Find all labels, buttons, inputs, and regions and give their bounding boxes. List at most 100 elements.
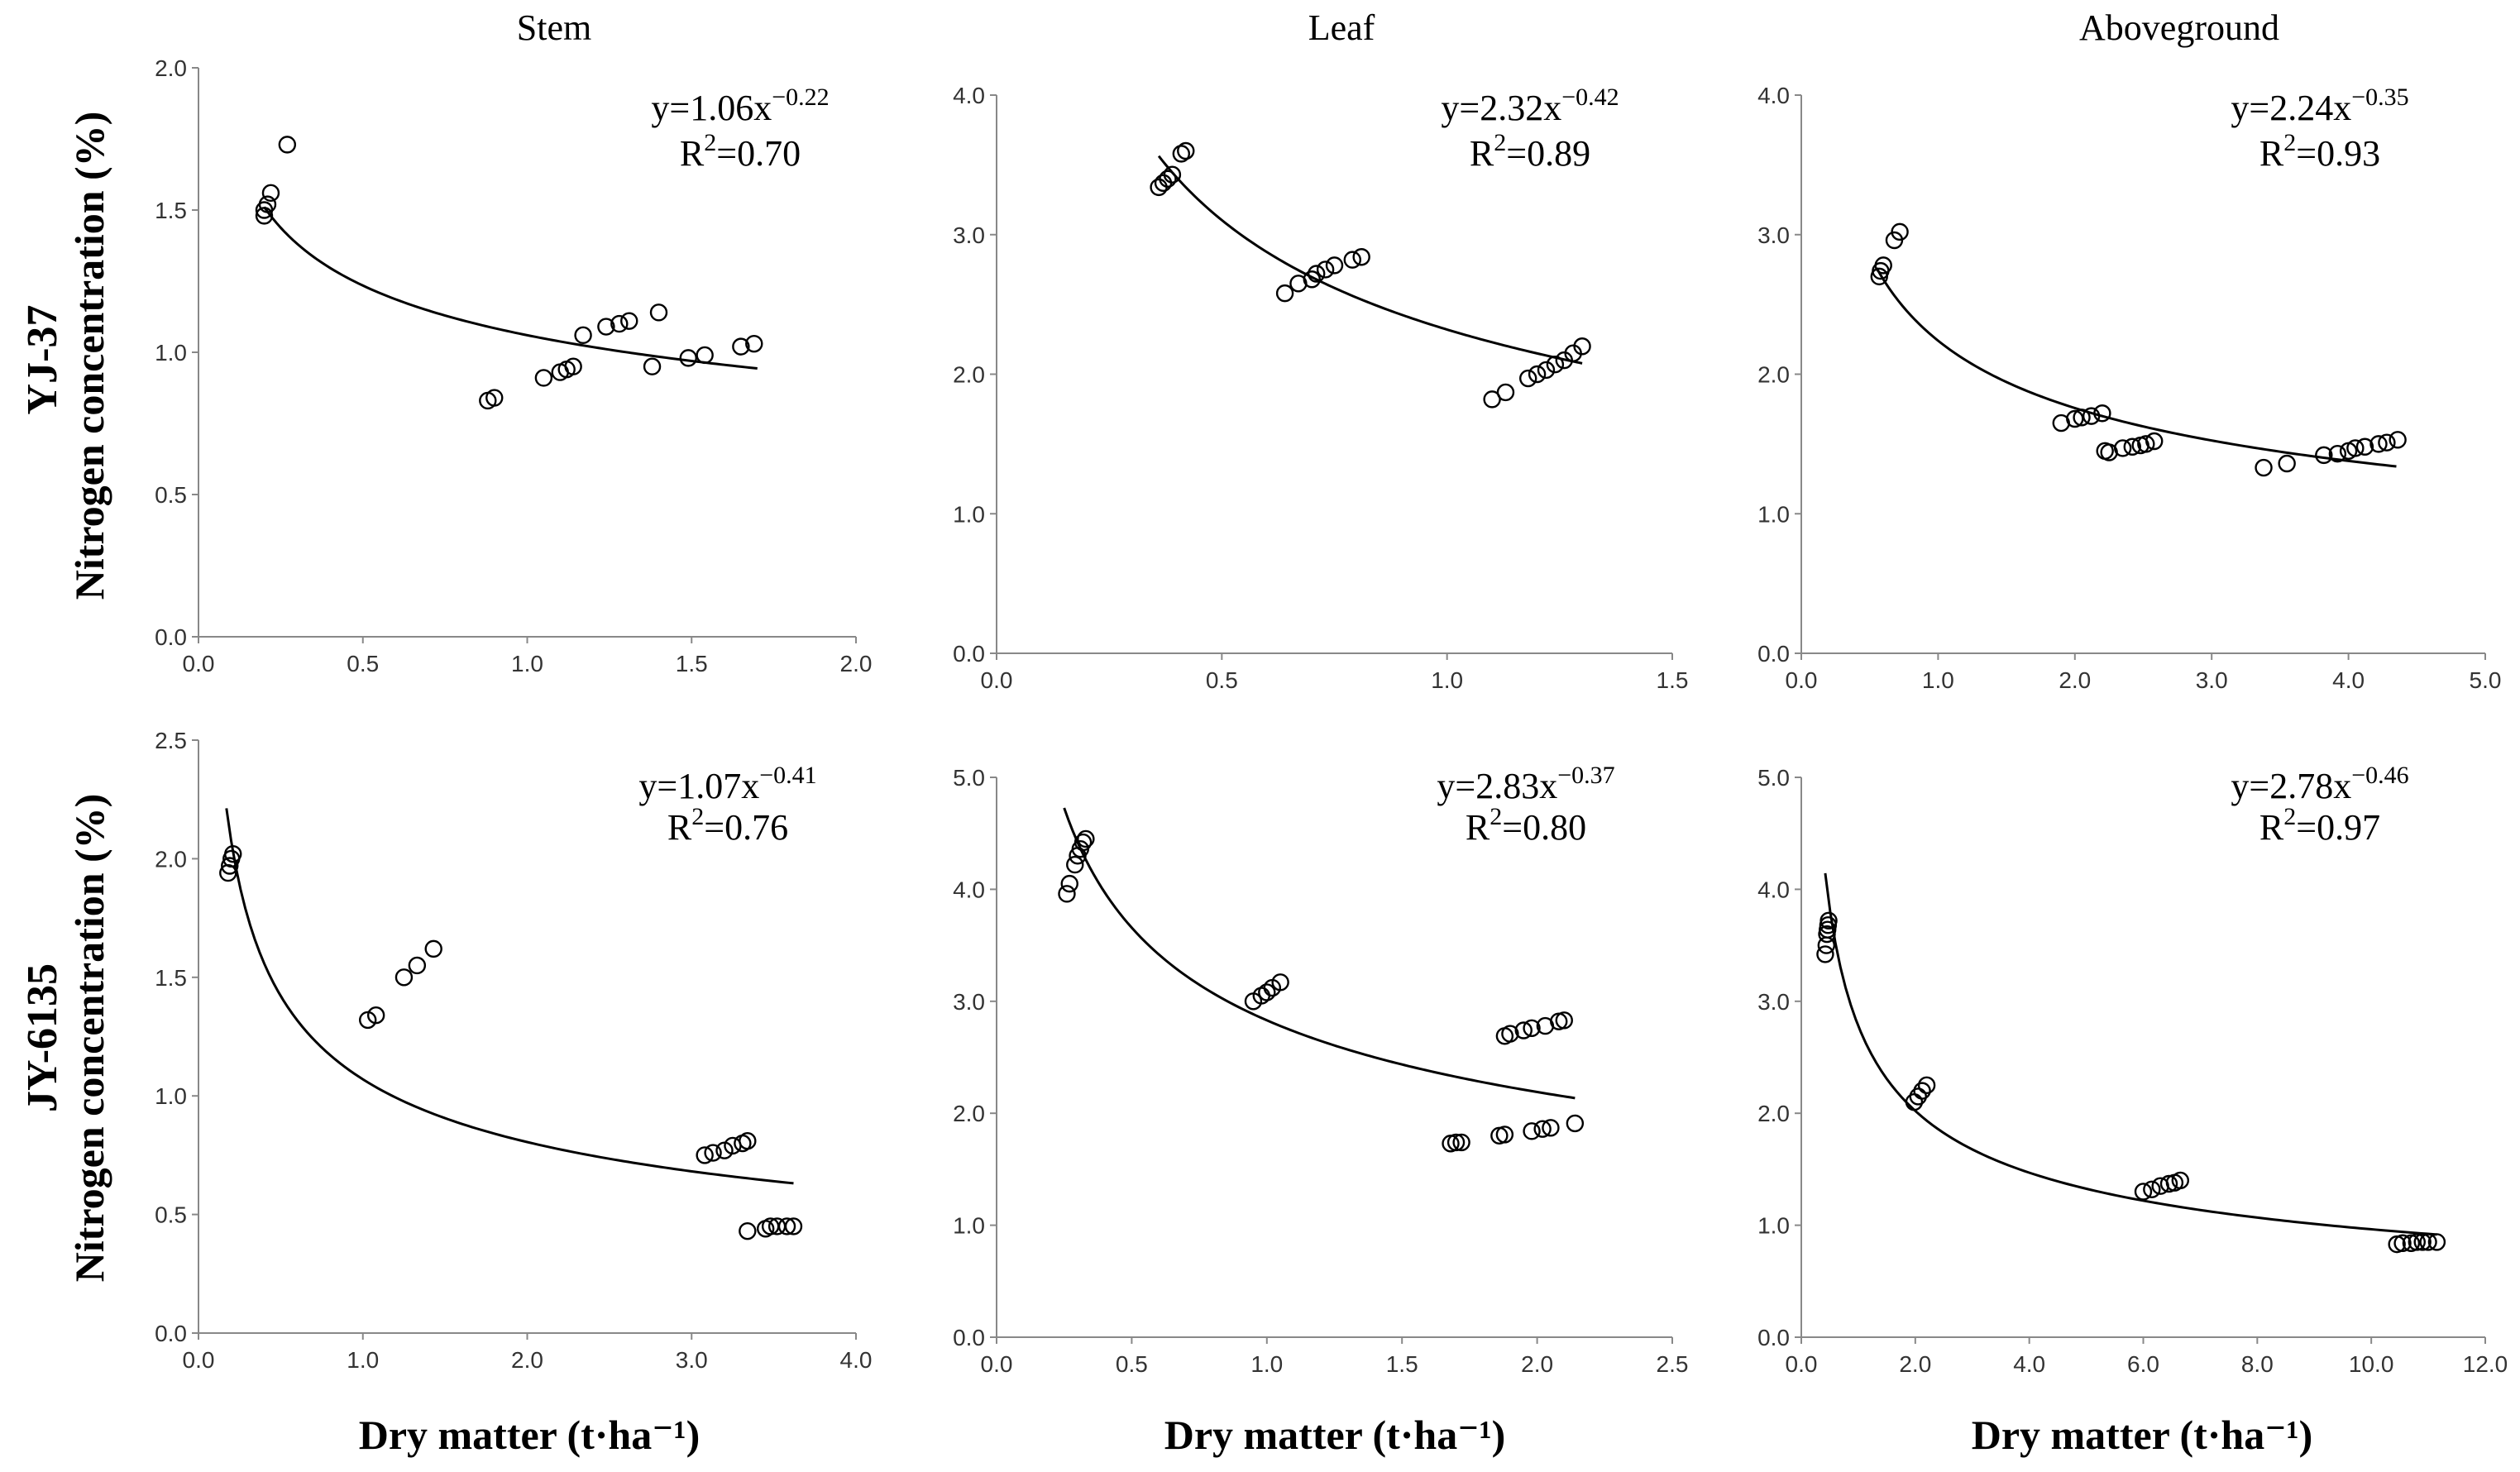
y-tick-label: 1.0 — [1757, 1213, 1790, 1239]
y-tick-label: 2.5 — [155, 728, 187, 753]
data-point — [2134, 1183, 2153, 1201]
data-point — [1874, 256, 1892, 275]
y-tick-label: 3.0 — [953, 989, 985, 1015]
x-tick-label: 3.0 — [2196, 667, 2228, 693]
data-point — [1258, 983, 1276, 1001]
data-point — [1917, 1076, 1936, 1095]
data-point — [2082, 407, 2101, 425]
x-tick-label: 0.0 — [183, 651, 215, 676]
data-point — [2315, 446, 2333, 465]
data-point — [2393, 1234, 2412, 1252]
x-tick-label: 8.0 — [2241, 1351, 2274, 1377]
data-point — [1446, 1133, 1466, 1152]
data-point — [1066, 855, 1084, 874]
y-tick-label: 0.5 — [155, 1202, 187, 1228]
panel-title: Leaf — [1308, 7, 1375, 48]
fit-equation: y=2.78x−0.46 — [2231, 762, 2408, 806]
data-point — [261, 184, 280, 203]
data-point — [1077, 829, 1095, 848]
data-point — [408, 956, 427, 975]
y-tick-label: 1.0 — [953, 501, 985, 527]
data-point — [1555, 1011, 1573, 1030]
data-point — [2066, 409, 2084, 428]
fit-curve — [1875, 267, 2397, 468]
x-tick-label: 0.0 — [183, 1347, 215, 1373]
data-point — [1352, 248, 1370, 266]
data-point — [1537, 361, 1556, 380]
data-point — [485, 389, 504, 407]
data-point — [1514, 1021, 1533, 1039]
fit-equation: y=2.24x−0.35 — [2231, 84, 2408, 128]
y-tick-label: 0.0 — [953, 641, 985, 667]
data-point — [1316, 260, 1335, 279]
data-point — [1074, 833, 1093, 852]
data-point — [1816, 945, 1834, 963]
y-axis-label: Nitrogen concentration (%) — [66, 794, 112, 1283]
x-tick-label: 1.0 — [1922, 667, 1954, 693]
data-point — [2171, 1171, 2190, 1190]
x-tick-label: 5.0 — [2470, 667, 2502, 693]
data-point — [1303, 270, 1321, 289]
r-squared: R2=0.97 — [2259, 803, 2380, 848]
data-point — [2123, 437, 2141, 456]
fit-curve — [1157, 155, 1583, 365]
data-point — [696, 346, 714, 365]
y-tick-label: 0.0 — [953, 1325, 985, 1350]
data-point — [1271, 973, 1289, 992]
y-tick-label: 1.0 — [1757, 501, 1790, 527]
data-point — [1483, 390, 1501, 409]
data-point — [620, 312, 638, 330]
data-point — [2278, 454, 2296, 473]
r-squared: R2=0.93 — [2259, 129, 2380, 174]
x-axis-label: Dry matter (t·ha⁻¹) — [359, 1412, 701, 1458]
y-tick-label: 3.0 — [953, 222, 985, 248]
data-point — [1546, 355, 1565, 374]
r-squared: R2=0.80 — [1466, 803, 1586, 848]
data-point — [366, 1006, 385, 1025]
x-tick-label: 0.0 — [981, 667, 1013, 693]
data-point — [224, 844, 242, 863]
panel-r1c0-jy6135: 0.0 1.0 2.0 3.0 4.0 0.0 0.5 1.0 1.5 2.0 2.5 y=1.07x… — [155, 728, 872, 1373]
x-tick-label: 1.5 — [676, 651, 708, 676]
data-point — [1150, 178, 1168, 197]
r-squared: R2=0.89 — [1470, 129, 1590, 174]
x-tick-label: 12.0 — [2463, 1351, 2508, 1377]
fit-curve — [1824, 872, 2437, 1236]
data-point — [2145, 432, 2164, 451]
x-tick-label: 0.0 — [1786, 667, 1818, 693]
x-tick-label: 1.0 — [1431, 667, 1463, 693]
x-tick-label: 0.5 — [1116, 1351, 1148, 1377]
x-tick-label: 1.0 — [347, 1347, 379, 1373]
data-point — [739, 1221, 757, 1240]
y-tick-label: 2.0 — [953, 362, 985, 388]
data-point — [777, 1217, 796, 1235]
data-point — [255, 207, 274, 225]
panel-r1c2-jy6135: 0.0 2.0 4.0 6.0 8.0 10.0 12.0 0.0 1.0 2.0 3.0 4.0 5.… — [1757, 762, 2508, 1377]
data-point — [564, 357, 582, 375]
y-tick-label: 2.0 — [1757, 362, 1790, 388]
data-point — [2378, 433, 2396, 452]
fit-equation: y=2.83x−0.37 — [1437, 762, 1614, 806]
data-point — [1573, 337, 1591, 356]
data-point — [597, 318, 615, 336]
x-tick-label: 4.0 — [840, 1347, 873, 1373]
data-point — [745, 334, 763, 353]
data-point — [2328, 444, 2347, 463]
data-point — [1343, 251, 1361, 269]
data-point — [643, 357, 662, 375]
x-axis-label: Dry matter (t·ha⁻¹) — [1972, 1412, 2313, 1458]
y-tick-label: 2.0 — [155, 55, 187, 81]
x-tick-label: 2.0 — [840, 651, 873, 676]
data-point — [1308, 265, 1326, 283]
data-point — [1519, 369, 1537, 388]
x-tick-label: 2.0 — [1899, 1351, 1931, 1377]
data-point — [2408, 1233, 2427, 1251]
x-tick-label: 0.5 — [1206, 667, 1238, 693]
data-point — [1154, 174, 1173, 193]
data-point — [2255, 458, 2273, 477]
x-tick-label: 3.0 — [676, 1347, 708, 1373]
y-tick-label: 1.5 — [155, 198, 187, 223]
data-point — [1533, 1120, 1552, 1138]
data-point — [1060, 874, 1078, 893]
